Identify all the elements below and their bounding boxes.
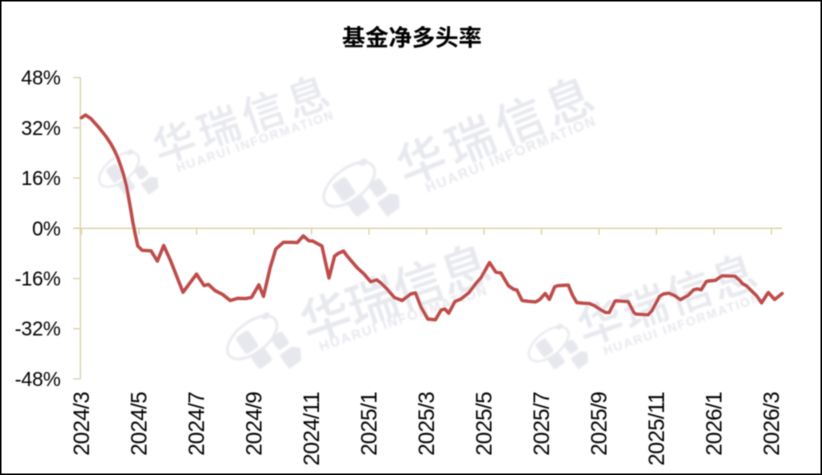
svg-text:32%: 32%: [21, 118, 61, 140]
svg-text:16%: 16%: [21, 168, 61, 190]
svg-text:2025/7: 2025/7: [529, 392, 554, 456]
svg-text:48%: 48%: [21, 68, 61, 90]
svg-text:-16%: -16%: [15, 269, 61, 291]
svg-text:2024/7: 2024/7: [184, 392, 209, 456]
svg-text:2024/5: 2024/5: [127, 392, 152, 456]
svg-text:2025/5: 2025/5: [472, 392, 497, 456]
svg-text:2024/9: 2024/9: [242, 392, 267, 456]
svg-text:2025/1: 2025/1: [357, 392, 382, 456]
svg-text:2024/3: 2024/3: [69, 392, 94, 456]
svg-text:2025/9: 2025/9: [587, 392, 612, 456]
svg-text:2024/11: 2024/11: [299, 392, 324, 466]
svg-text:2025/11: 2025/11: [644, 392, 669, 466]
svg-text:2025/3: 2025/3: [414, 392, 439, 456]
svg-text:-32%: -32%: [15, 319, 61, 341]
svg-text:0%: 0%: [32, 218, 61, 240]
svg-text:-48%: -48%: [15, 369, 61, 391]
svg-text:2026/3: 2026/3: [759, 392, 784, 456]
svg-text:2026/1: 2026/1: [702, 392, 727, 456]
